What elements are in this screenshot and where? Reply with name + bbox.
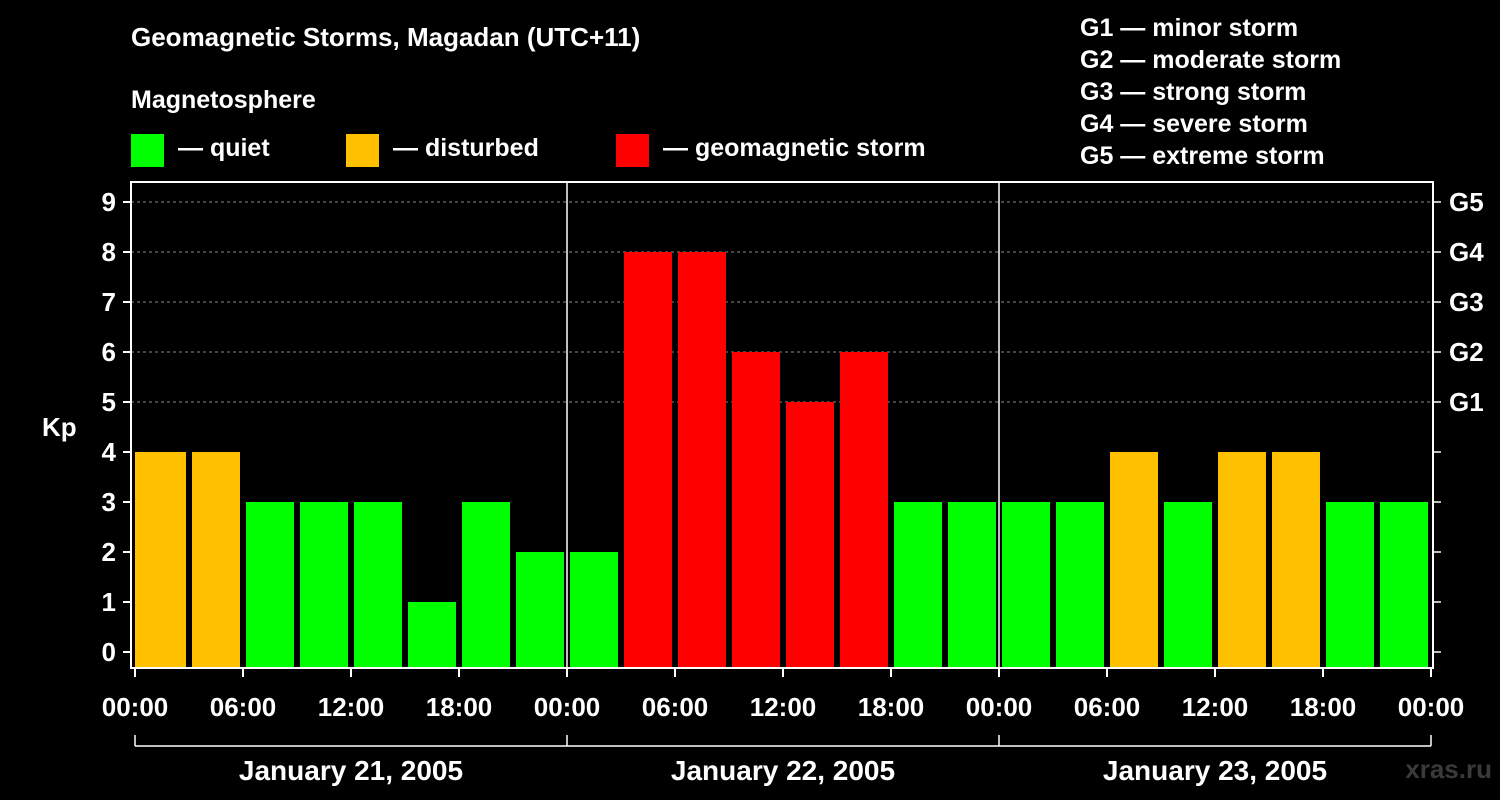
y-tick-label: 3 <box>102 487 116 517</box>
y-tick-label: 8 <box>102 237 116 267</box>
y-tick-label: 9 <box>102 187 116 217</box>
kp-bar <box>300 502 348 668</box>
g-scale-g4: G4 — severe storm <box>1080 110 1308 138</box>
legend-swatch-disturbed <box>346 134 379 167</box>
kp-bar <box>570 552 618 668</box>
kp-bar <box>894 502 942 668</box>
legend-label-quiet: — quiet <box>178 134 270 162</box>
g-scale-g1: G1 — minor storm <box>1080 14 1299 42</box>
legend-label-storm: — geomagnetic storm <box>663 134 926 162</box>
y-tick-label: 1 <box>102 587 116 617</box>
y-tick-label: 6 <box>102 337 116 367</box>
g-level-label: G2 <box>1449 337 1484 367</box>
chart-title: Geomagnetic Storms, Magadan (UTC+11) <box>131 22 641 52</box>
kp-bar <box>408 602 456 668</box>
kp-bar <box>516 552 564 668</box>
x-tick-label: 18:00 <box>1290 692 1357 722</box>
kp-bar <box>786 402 834 668</box>
y-tick-label: 2 <box>102 537 116 567</box>
kp-bar <box>1272 452 1320 668</box>
kp-bar <box>1056 502 1104 668</box>
g-scale-g2: G2 — moderate storm <box>1080 46 1342 74</box>
kp-bar <box>1164 502 1212 668</box>
x-tick-label: 06:00 <box>642 692 709 722</box>
x-tick-label: 00:00 <box>1398 692 1465 722</box>
g-level-label: G1 <box>1449 387 1484 417</box>
kp-bar <box>1002 502 1050 668</box>
kp-bar <box>135 452 186 668</box>
g-level-label: G5 <box>1449 187 1484 217</box>
kp-bar <box>1110 452 1158 668</box>
kp-bar <box>948 502 996 668</box>
y-tick-label: 4 <box>102 437 117 467</box>
day-label: January 22, 2005 <box>671 755 895 786</box>
kp-bar <box>840 352 888 668</box>
x-tick-label: 12:00 <box>750 692 817 722</box>
x-tick-label: 00:00 <box>102 692 169 722</box>
legend-label-disturbed: — disturbed <box>393 134 539 162</box>
x-tick-label: 06:00 <box>210 692 277 722</box>
x-tick-label: 00:00 <box>534 692 601 722</box>
g-level-label: G4 <box>1449 237 1484 267</box>
day-label: January 21, 2005 <box>239 755 463 786</box>
x-tick-label: 12:00 <box>318 692 385 722</box>
y-tick-label: 7 <box>102 287 116 317</box>
x-tick-label: 18:00 <box>858 692 925 722</box>
watermark: xras.ru <box>1405 754 1492 784</box>
kp-bar <box>246 502 294 668</box>
y-tick-label: 0 <box>102 637 116 667</box>
kp-bar <box>192 452 240 668</box>
x-tick-label: 06:00 <box>1074 692 1141 722</box>
kp-bar <box>678 252 726 668</box>
kp-bar <box>1380 502 1428 668</box>
g-level-label: G3 <box>1449 287 1484 317</box>
legend-swatch-storm <box>616 134 649 167</box>
legend-swatch-quiet <box>131 134 164 167</box>
kp-bar <box>462 502 510 668</box>
x-tick-label: 00:00 <box>966 692 1033 722</box>
x-tick-label: 12:00 <box>1182 692 1249 722</box>
g-scale-g3: G3 — strong storm <box>1080 78 1307 106</box>
kp-bar <box>1218 452 1266 668</box>
x-tick-label: 18:00 <box>426 692 493 722</box>
kp-bar <box>354 502 402 668</box>
y-axis-label: Kp <box>42 412 77 442</box>
kp-bar <box>624 252 672 668</box>
kp-bar <box>732 352 780 668</box>
day-label: January 23, 2005 <box>1103 755 1327 786</box>
g-scale-g5: G5 — extreme storm <box>1080 142 1325 170</box>
legend-heading: Magnetosphere <box>131 86 316 114</box>
kp-bar <box>1326 502 1374 668</box>
y-tick-label: 5 <box>102 387 116 417</box>
